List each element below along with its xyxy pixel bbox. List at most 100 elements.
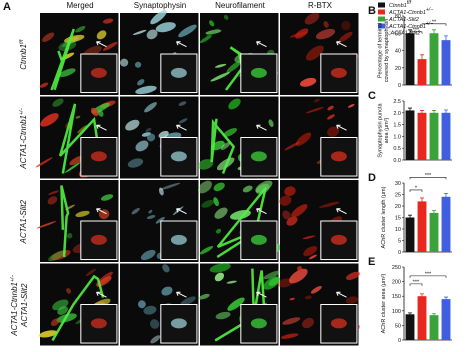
structure <box>308 254 317 260</box>
structure <box>213 182 225 192</box>
structure <box>214 272 225 282</box>
row-label-main: ACTA1-Slit2 <box>20 283 29 328</box>
arrow <box>96 41 107 48</box>
sig-bracket <box>409 283 423 286</box>
error-bar <box>444 192 448 201</box>
structure <box>180 296 196 306</box>
column-header: Neurofilament <box>215 1 266 10</box>
sig-label: *** <box>425 173 432 179</box>
panel-letter: E <box>368 256 375 268</box>
arrow <box>96 291 107 298</box>
legend-swatch <box>378 2 385 8</box>
structure <box>90 107 99 117</box>
row-label-main: ACTA1-Ctnnb1 <box>10 282 19 337</box>
structure <box>282 210 291 220</box>
bar <box>405 217 415 252</box>
structure <box>42 32 55 42</box>
y-tick-label: 0 <box>398 338 401 344</box>
structure <box>143 305 157 315</box>
inset-structure <box>170 151 187 162</box>
error-bar <box>408 312 412 317</box>
structure <box>226 60 242 73</box>
structure <box>338 31 353 43</box>
structure <box>75 115 81 119</box>
structure <box>300 77 317 87</box>
structure <box>158 130 169 139</box>
structure <box>295 28 309 39</box>
bar <box>417 112 427 160</box>
structure <box>120 58 129 67</box>
structure <box>97 109 104 117</box>
structure <box>280 333 299 339</box>
structure <box>38 330 58 338</box>
inset <box>80 137 118 177</box>
row-label-main: Ctnnb1 <box>19 44 28 70</box>
panel-letter: B <box>368 5 376 17</box>
bar <box>405 33 415 85</box>
structure <box>347 103 355 108</box>
structure <box>198 293 210 300</box>
structure <box>155 22 176 33</box>
structure <box>341 20 351 31</box>
inset-structure <box>250 318 267 329</box>
structure <box>135 140 149 152</box>
legend-label: ACTA1-Ctnnb1+/− <box>388 7 433 16</box>
axon <box>51 274 105 342</box>
error-bar <box>444 296 448 302</box>
structure <box>295 132 312 146</box>
axon <box>210 118 236 174</box>
inset-structure <box>330 318 347 329</box>
structure <box>160 182 181 190</box>
sig-label: *** <box>413 279 420 285</box>
row-label-sup: +/− <box>19 108 25 115</box>
structure <box>284 141 300 151</box>
legend-swatch <box>378 23 385 29</box>
error-bar <box>432 29 436 38</box>
bar <box>441 196 451 252</box>
structure <box>134 61 142 68</box>
inset-structure <box>170 234 187 245</box>
axon <box>60 185 70 258</box>
structure <box>100 194 114 201</box>
sig-label: ** <box>432 19 437 25</box>
sig-bracket <box>409 177 447 180</box>
structure <box>206 28 219 37</box>
row-label: ACTA1-Ctnnb1+/− <box>10 275 19 337</box>
structure <box>158 187 164 196</box>
inset-structure <box>250 234 267 245</box>
sig-label: *** <box>413 27 420 33</box>
error-bar <box>432 313 436 318</box>
bar <box>417 59 427 85</box>
structure <box>305 106 324 114</box>
structure <box>39 82 49 88</box>
structure <box>75 26 86 33</box>
structure <box>137 300 146 309</box>
error-bar <box>432 110 436 116</box>
structure <box>131 207 140 215</box>
structure <box>178 101 187 106</box>
sig-label: *** <box>425 271 432 277</box>
y-tick-label: 40 <box>395 49 401 55</box>
structure <box>268 119 274 127</box>
structure <box>327 126 340 137</box>
inset-structure <box>330 67 347 78</box>
y-tick-label: 15 <box>395 216 401 222</box>
bar <box>441 40 451 85</box>
structure <box>146 215 156 220</box>
structure <box>255 180 273 193</box>
structure <box>209 20 215 27</box>
y-tick-label: 60 <box>395 31 401 37</box>
structure <box>144 102 157 113</box>
structure <box>214 63 227 68</box>
arrow <box>256 124 267 131</box>
error-bar <box>444 109 448 117</box>
structure <box>57 306 68 315</box>
inset-structure <box>90 318 107 329</box>
row-label: ACTA1-Ctnnb1+/− <box>19 108 28 170</box>
y-tick-label: 0 <box>398 250 401 256</box>
structure <box>155 216 165 224</box>
error-bar <box>420 54 424 64</box>
structure <box>302 317 314 329</box>
bar <box>429 112 439 160</box>
structure <box>279 195 292 206</box>
